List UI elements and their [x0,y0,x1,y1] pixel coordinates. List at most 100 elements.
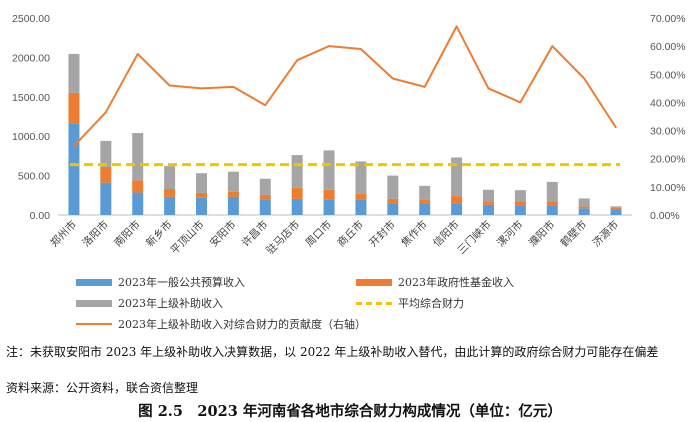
bar-segment-2 [514,190,526,202]
bar-segment-0 [68,123,80,215]
bar-segment-1 [259,194,271,200]
y-tick-label: 500.00 [18,171,50,183]
bar-segment-0 [259,199,271,215]
bar-segment-1 [227,191,239,197]
bar-segment-2 [132,133,144,181]
bar-segment-1 [164,188,176,197]
y-tick-label: 2000.00 [12,52,50,64]
category-label: 漯河市 [494,218,525,249]
y2-tick-label: 0.00% [650,210,680,222]
legend-item-fund: 2023年政府性基金收入 [356,274,514,290]
legend-item-contribution: 2023年上级补助收入对综合财力的贡献度（右轴） [76,316,366,332]
bar-segment-2 [546,181,558,202]
category-label: 许昌市 [239,218,270,249]
y2-tick-label: 10.00% [650,182,686,194]
bar-segment-1 [451,196,463,204]
category-label: 平顶山市 [168,218,207,257]
category-label: 驻马店市 [263,218,302,257]
legend-label: 平均综合财力 [398,297,464,310]
legend-swatch-gray [76,299,112,307]
bar-segment-2 [227,171,239,192]
bar-segment-2 [291,155,303,188]
bar-segment-1 [483,201,494,205]
bar-segment-2 [578,198,590,207]
bar-segment-0 [164,196,176,215]
bar-segment-2 [100,140,112,167]
category-label: 安阳市 [207,218,238,249]
bar-segment-1 [514,201,526,206]
legend-label: 2023年一般公共预算收入 [118,276,245,289]
y2-tick-label: 50.00% [650,69,686,81]
legend-item-subsidy: 2023年上级补助收入 [76,295,223,311]
bar-segment-1 [355,193,367,200]
category-label: 郑州市 [48,218,79,249]
bar-segment-0 [291,198,303,215]
y2-tick-label: 70.00% [650,13,686,25]
legend-swatch-dashed [356,301,392,305]
y2-tick-label: 60.00% [650,41,686,53]
bar-segment-0 [132,192,144,215]
category-label: 洛阳市 [79,218,110,249]
bar-segment-2 [451,157,463,197]
bar-segment-1 [419,199,431,204]
category-label: 济源市 [590,218,621,249]
bar-segment-2 [387,175,399,199]
figure-caption: 图 2.5 2023 年河南省各地市综合财力构成情况（单位：亿元） [138,403,562,420]
bar-segment-0 [483,204,494,215]
bar-segment-0 [100,182,112,215]
bar-segment-2 [196,173,207,193]
legend-item-general-budget: 2023年一般公共预算收入 [76,274,245,290]
bar-segment-2 [259,178,271,195]
bar-segment-0 [196,197,207,215]
category-label: 南阳市 [111,218,142,249]
category-label: 濮阳市 [526,218,557,249]
y-tick-label: 1500.00 [12,92,50,104]
y2-tick-label: 40.00% [650,97,686,109]
bar-segment-2 [323,150,335,190]
contribution-line [73,25,617,147]
y2-tick-label: 20.00% [650,154,686,166]
category-label: 开封市 [366,218,397,249]
bar-segment-0 [451,203,463,215]
category-label: 周口市 [303,218,334,249]
category-label: 鹤壁市 [558,218,589,249]
legend-swatch-orange [356,278,392,286]
bar-segment-2 [419,185,431,200]
legend-label: 2023年上级补助收入 [118,297,223,310]
category-label: 焦作市 [398,218,429,249]
bar-segment-2 [610,206,622,208]
bar-segment-1 [578,206,590,209]
legend-swatch-blue [76,278,112,286]
y-tick-label: 0.00 [30,210,51,222]
bar-segment-1 [100,166,112,183]
legend-label: 2023年政府性基金收入 [398,276,514,289]
legend-label: 2023年上级补助收入对综合财力的贡献度（右轴） [118,318,366,331]
bar-segment-2 [68,53,80,93]
bar-segment-2 [483,189,494,202]
chart-plot: 0.00 500.00 1000.00 1500.00 2000.00 2500.00 0.… [12,13,686,257]
bar-segment-0 [546,205,558,215]
bar-segment-0 [610,209,622,215]
chart-note: 注：未获取安阳市 2023 年上级补助收入决算数据，以 2022 年上级补助收入… [6,345,659,359]
bar-segment-1 [610,207,622,210]
bar-segment-0 [387,203,399,215]
bar-segment-0 [419,203,431,215]
bar-segment-1 [132,180,144,193]
bar-segment-2 [164,166,176,189]
y-tick-label: 1000.00 [12,131,50,143]
category-label: 信阳市 [430,218,461,249]
bar-segment-1 [68,92,80,124]
y2-tick-label: 30.00% [650,126,686,138]
bar-segment-0 [578,208,590,215]
bar-segment-1 [291,187,303,199]
bar-segment-1 [196,192,207,198]
bar-segment-0 [227,196,239,215]
legend-swatch-line [76,323,112,325]
source-note: 资料来源：公开资料，联合资信整理 [6,381,199,395]
bar-segment-1 [387,198,399,204]
bar-segment-0 [514,205,526,215]
y-tick-label: 2500.00 [12,13,50,25]
category-label: 三门峡市 [455,218,494,257]
category-label: 新乡市 [143,218,174,249]
bar-segment-2 [355,161,367,194]
